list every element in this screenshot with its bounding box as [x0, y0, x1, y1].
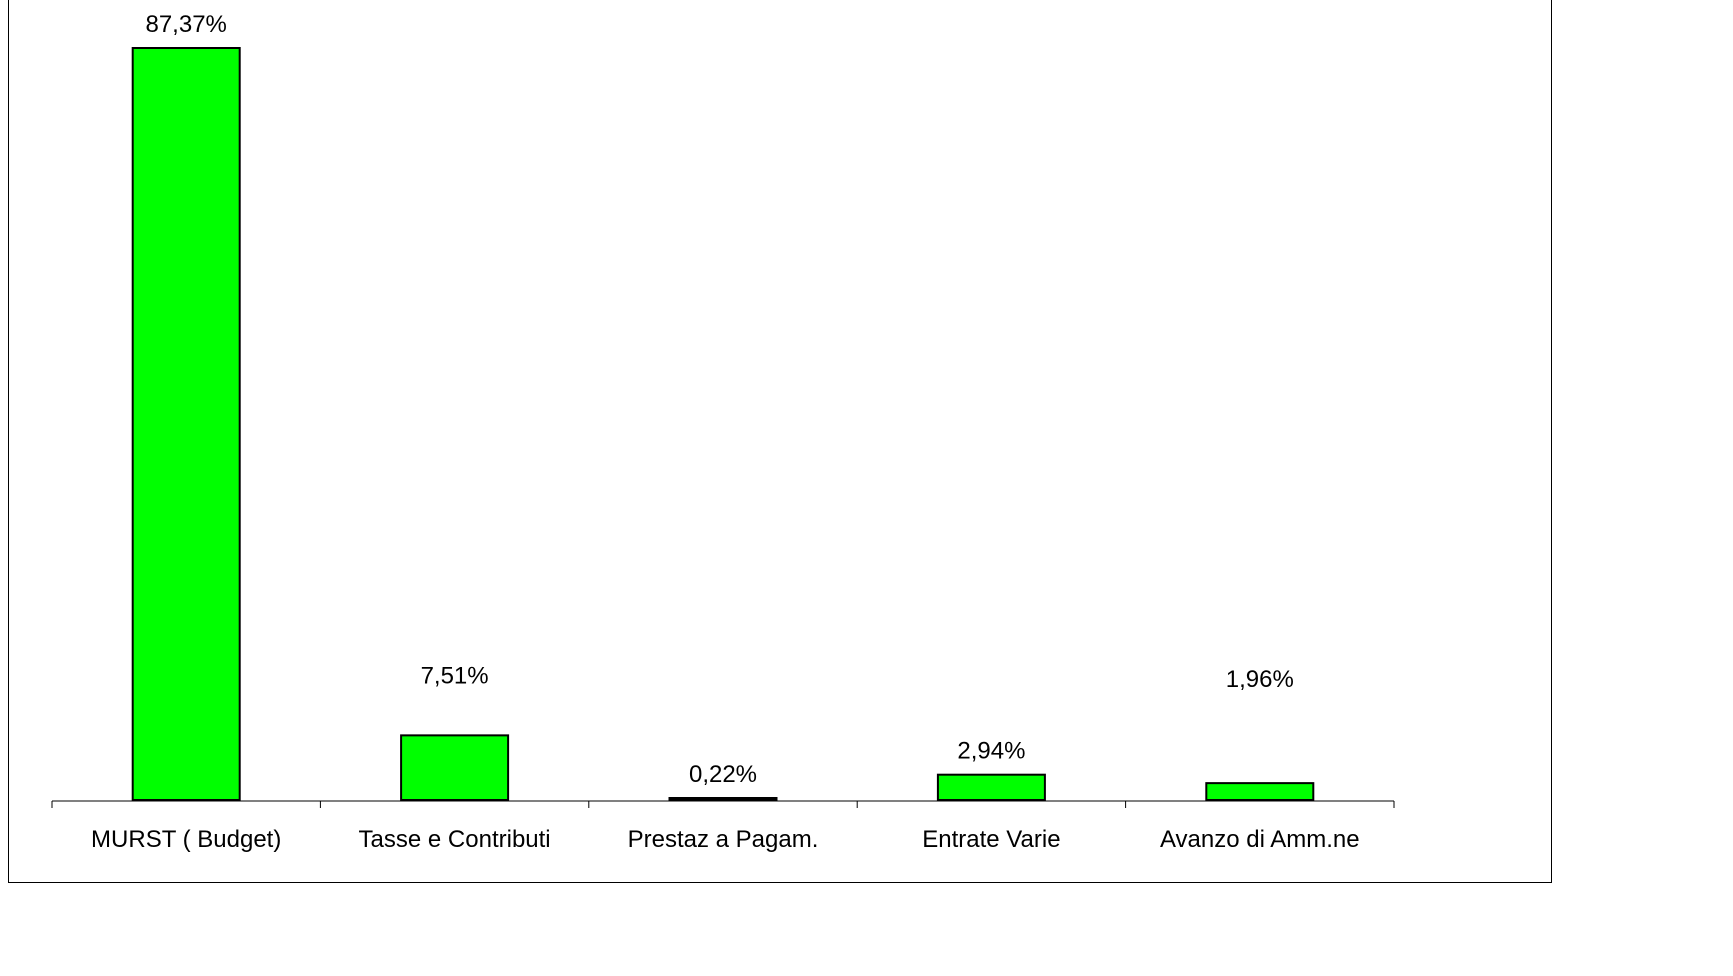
- category-label: Tasse e Contributi: [359, 826, 551, 853]
- bar: [400, 734, 510, 802]
- bar-value-label: 87,37%: [145, 11, 226, 38]
- category-labels: MURST ( Budget) Tasse e Contributi Prestaz…: [91, 826, 1360, 853]
- bar: [936, 773, 1046, 801]
- chart-frame: 87,37% 7,51% 0,22% 2,94% 1,96% MURST ( Budge…: [8, 0, 1552, 883]
- bar-value-label: 7,51%: [421, 662, 489, 689]
- bar-value-label: 2,94%: [957, 738, 1025, 765]
- bar: [668, 797, 778, 801]
- bar-value-label: 0,22%: [689, 761, 757, 788]
- data-labels: 87,37% 7,51% 0,22% 2,94% 1,96%: [145, 11, 1293, 788]
- x-axis-ticks: [51, 801, 1395, 808]
- category-label: Prestaz a Pagam.: [628, 826, 819, 853]
- category-label: Avanzo di Amm.ne: [1160, 826, 1360, 853]
- bar: [1205, 782, 1315, 801]
- bar-value-label: 1,96%: [1226, 666, 1294, 693]
- bar: [131, 47, 241, 801]
- bar-chart: 87,37% 7,51% 0,22% 2,94% 1,96% MURST ( Budge…: [51, 11, 1395, 853]
- category-label: Entrate Varie: [922, 826, 1060, 853]
- bars: [131, 47, 1315, 802]
- category-label: MURST ( Budget): [91, 826, 281, 853]
